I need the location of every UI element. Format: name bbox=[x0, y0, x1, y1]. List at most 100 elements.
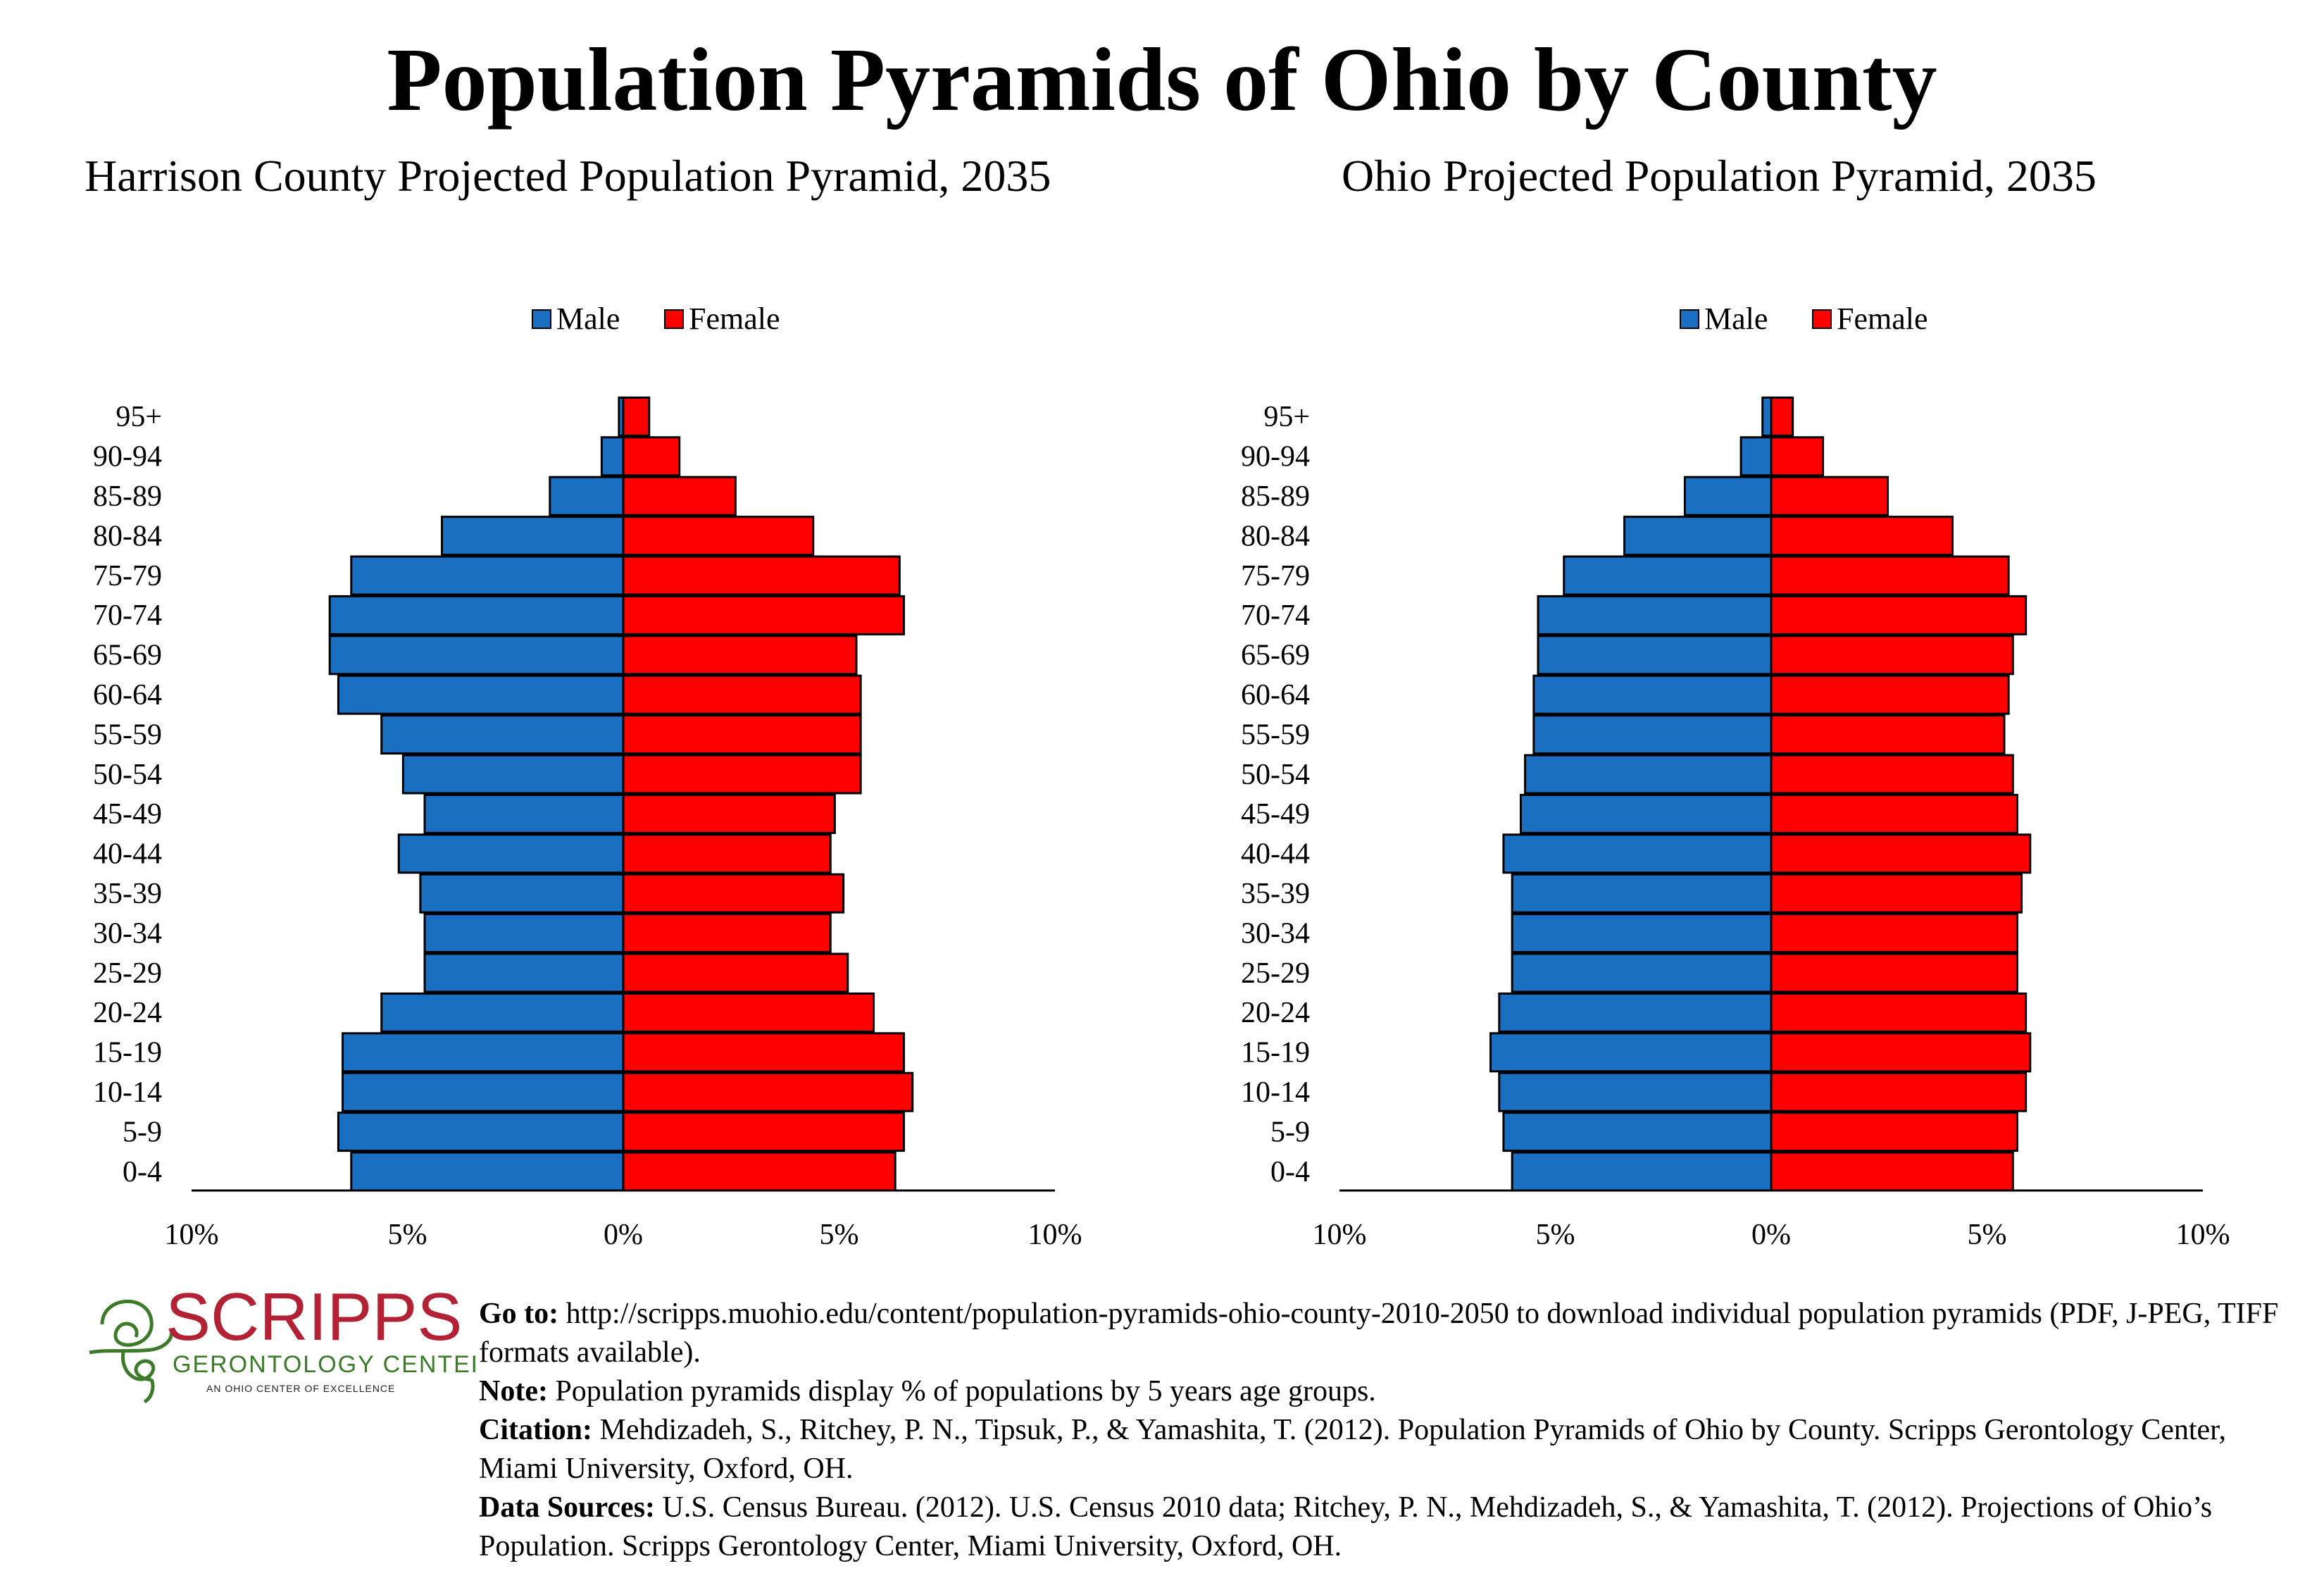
goto-text: http://scripps.muohio.edu/content/popula… bbox=[479, 1298, 2279, 1369]
logo-name: SCRIPPS bbox=[165, 1282, 462, 1355]
y-tick-label: 90-94 bbox=[93, 441, 162, 473]
x-tick-label: 10% bbox=[1313, 1219, 1367, 1251]
citation-note: Citation: Mehdizadeh, S., Ritchey, P. N.… bbox=[479, 1411, 2310, 1488]
bar-male-55-59 bbox=[380, 714, 625, 755]
bar-female-95+ bbox=[1770, 396, 1794, 437]
bar-male-45-49 bbox=[423, 793, 625, 834]
legend-female-swatch bbox=[664, 309, 684, 329]
bar-female-35-39 bbox=[622, 873, 845, 914]
page-title: Population Pyramids of Ohio by County bbox=[387, 30, 1937, 130]
bar-female-45-49 bbox=[622, 793, 836, 834]
bar-female-60-64 bbox=[1770, 674, 2010, 715]
y-tick-label: 5-9 bbox=[1270, 1116, 1310, 1148]
y-tick-label: 80-84 bbox=[1241, 520, 1310, 552]
y-tick-label: 35-39 bbox=[1241, 878, 1310, 910]
y-tick-label: 40-44 bbox=[1241, 838, 1310, 871]
bar-female-50-54 bbox=[1770, 754, 2014, 795]
x-tick-label: 5% bbox=[820, 1219, 859, 1251]
y-tick-label: 75-79 bbox=[93, 560, 162, 592]
bar-male-0-4 bbox=[1511, 1151, 1773, 1192]
note-note: Note: Population pyramids display % of p… bbox=[479, 1372, 2310, 1411]
bar-female-30-34 bbox=[622, 913, 832, 954]
y-tick-label: 10-14 bbox=[1241, 1076, 1310, 1109]
y-tick-label: 25-29 bbox=[93, 957, 162, 990]
bar-male-20-24 bbox=[380, 992, 625, 1033]
y-tick-label: 50-54 bbox=[93, 759, 162, 791]
bar-male-65-69 bbox=[1537, 635, 1773, 676]
legend-male-label: Male bbox=[1704, 302, 1768, 336]
y-tick-label: 10-14 bbox=[93, 1076, 162, 1109]
bar-male-70-74 bbox=[1537, 595, 1773, 635]
y-tick-label: 75-79 bbox=[1241, 560, 1310, 592]
chart-legend: Male Female bbox=[532, 302, 780, 336]
bar-female-65-69 bbox=[622, 635, 858, 676]
y-tick-label: 55-59 bbox=[93, 719, 162, 751]
bar-male-55-59 bbox=[1532, 714, 1773, 755]
legend-female-label: Female bbox=[1837, 302, 1928, 336]
footer-notes: Go to: http://scripps.muohio.edu/content… bbox=[479, 1295, 2310, 1566]
chart-legend: Male Female bbox=[1680, 302, 1928, 336]
x-tick-label: 0% bbox=[604, 1219, 643, 1251]
x-tick-label: 0% bbox=[1751, 1219, 1791, 1251]
x-tick-label: 5% bbox=[1968, 1219, 2007, 1251]
bar-female-85-89 bbox=[1770, 476, 1889, 516]
bar-male-25-29 bbox=[423, 952, 625, 993]
bar-female-80-84 bbox=[1770, 516, 1954, 557]
bar-male-50-54 bbox=[401, 754, 625, 795]
bar-female-70-74 bbox=[1770, 595, 2028, 635]
bar-male-75-79 bbox=[350, 555, 625, 596]
bar-male-80-84 bbox=[1623, 516, 1773, 557]
bar-female-70-74 bbox=[622, 595, 905, 635]
bar-female-0-4 bbox=[622, 1151, 897, 1192]
bar-female-75-79 bbox=[622, 555, 901, 596]
y-tick-label: 45-49 bbox=[93, 798, 162, 831]
bar-female-50-54 bbox=[622, 754, 862, 795]
bar-male-95+ bbox=[1761, 396, 1773, 437]
bar-female-10-14 bbox=[622, 1071, 914, 1112]
y-tick-label: 60-64 bbox=[93, 679, 162, 711]
sources-label: Data Sources: bbox=[479, 1491, 656, 1524]
bar-female-65-69 bbox=[1770, 635, 2014, 676]
y-tick-label: 25-29 bbox=[1241, 957, 1310, 990]
y-tick-label: 5-9 bbox=[123, 1116, 162, 1148]
note-text: Population pyramids display % of populat… bbox=[555, 1375, 1376, 1407]
bar-male-5-9 bbox=[337, 1112, 625, 1152]
bar-female-40-44 bbox=[622, 833, 832, 874]
y-tick-label: 95+ bbox=[1263, 401, 1310, 433]
y-tick-label: 70-74 bbox=[1241, 599, 1310, 632]
x-tick-label: 10% bbox=[1028, 1219, 1082, 1251]
bar-male-90-94 bbox=[600, 436, 625, 477]
bar-male-90-94 bbox=[1739, 436, 1773, 477]
logo-tagline: AN OHIO CENTER OF EXCELLENCE bbox=[206, 1383, 395, 1394]
bar-male-35-39 bbox=[419, 873, 625, 914]
bar-male-30-34 bbox=[423, 913, 625, 954]
sources-note: Data Sources: U.S. Census Bureau. (2012)… bbox=[479, 1488, 2310, 1566]
y-tick-label: 0-4 bbox=[123, 1156, 162, 1188]
y-tick-label: 95+ bbox=[115, 401, 162, 433]
bar-male-85-89 bbox=[1683, 476, 1773, 516]
bar-female-25-29 bbox=[1770, 952, 2018, 993]
y-tick-label: 30-34 bbox=[93, 917, 162, 950]
bar-male-5-9 bbox=[1502, 1112, 1773, 1152]
goto-label: Go to: bbox=[479, 1298, 559, 1330]
y-tick-label: 35-39 bbox=[93, 878, 162, 910]
bar-female-35-39 bbox=[1770, 873, 2023, 914]
bar-female-5-9 bbox=[1770, 1112, 2018, 1152]
bar-male-50-54 bbox=[1524, 754, 1773, 795]
bar-female-55-59 bbox=[622, 714, 862, 755]
sources-text: U.S. Census Bureau. (2012). U.S. Census … bbox=[479, 1491, 2213, 1562]
bar-male-15-19 bbox=[342, 1032, 625, 1073]
y-tick-label: 20-24 bbox=[1241, 997, 1310, 1029]
bar-male-30-34 bbox=[1511, 913, 1773, 954]
bar-male-70-74 bbox=[328, 595, 625, 635]
x-tick-label: 5% bbox=[1536, 1219, 1575, 1251]
scripps-swirl-icon bbox=[89, 1299, 173, 1404]
bar-male-65-69 bbox=[328, 635, 625, 676]
bar-male-10-14 bbox=[1498, 1071, 1773, 1112]
y-tick-label: 20-24 bbox=[93, 997, 162, 1029]
bar-male-60-64 bbox=[337, 674, 625, 715]
y-tick-label: 65-69 bbox=[1241, 640, 1310, 672]
bar-female-25-29 bbox=[622, 952, 849, 993]
y-tick-label: 15-19 bbox=[93, 1037, 162, 1069]
y-tick-label: 60-64 bbox=[1241, 679, 1310, 711]
